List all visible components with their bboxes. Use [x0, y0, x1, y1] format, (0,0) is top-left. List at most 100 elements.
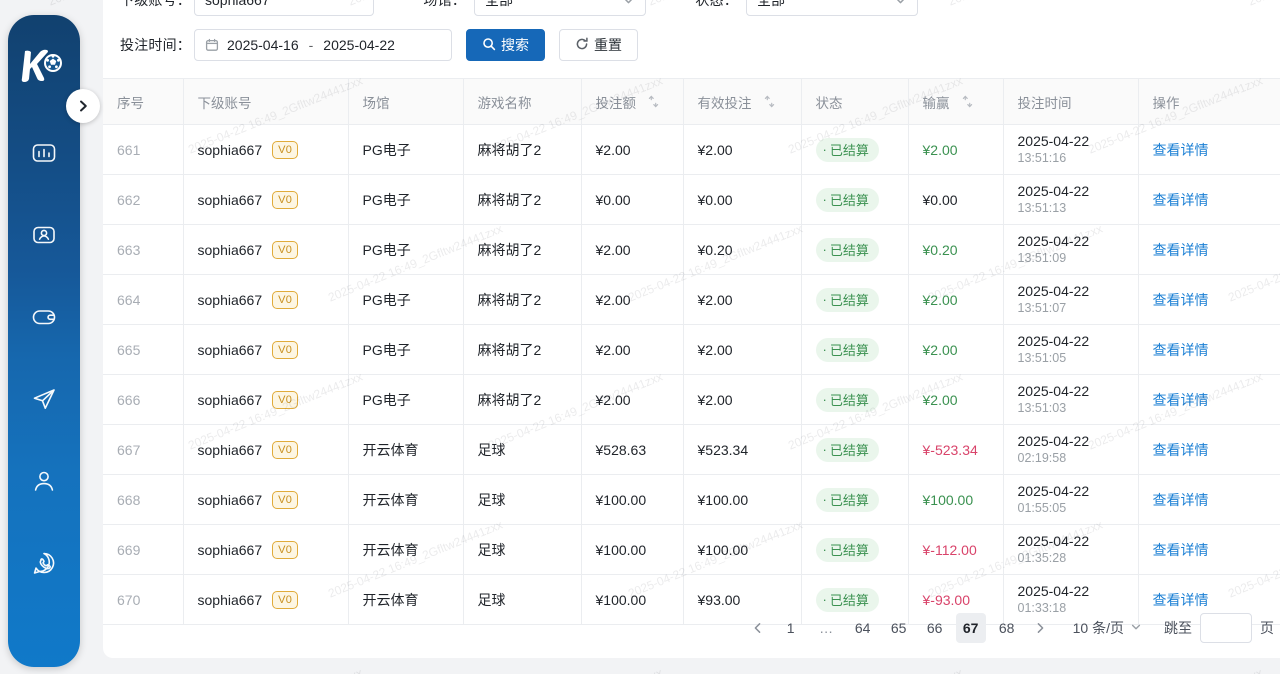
bet-clock: 02:19:58	[1017, 451, 1067, 465]
view-detail-link[interactable]: 查看详情	[1152, 591, 1209, 608]
account-name: sophia667	[197, 141, 263, 158]
status-badge: · 已结算	[815, 287, 879, 312]
col-header-valid-bet[interactable]: 有效投注	[683, 78, 802, 125]
vip-level-badge: V0	[272, 240, 299, 259]
view-detail-link[interactable]: 查看详情	[1152, 241, 1209, 258]
sort-toggle-icon[interactable]	[962, 95, 973, 108]
pagination-page-65[interactable]: 65	[890, 620, 907, 636]
view-detail-link[interactable]: 查看详情	[1152, 441, 1209, 458]
pagination-page-68[interactable]: 68	[998, 620, 1015, 636]
bet-amount: ¥100.00	[595, 591, 647, 608]
cell-action: 查看详情	[1138, 474, 1280, 525]
pagination-page-67[interactable]: 67	[955, 613, 986, 643]
status-dot-icon: ·	[822, 292, 827, 307]
pagination-page-66[interactable]: 66	[926, 620, 943, 636]
vip-level-badge: V0	[272, 390, 299, 409]
view-detail-link[interactable]: 查看详情	[1152, 191, 1209, 208]
view-detail-link[interactable]: 查看详情	[1152, 541, 1209, 558]
pagination: 1 … 64 65 66 67 68 10 条/页 跳至 页	[743, 612, 1280, 644]
pagination-prev-button[interactable]	[746, 613, 770, 643]
cell-bet-amount: ¥2.00	[581, 224, 684, 275]
valid-bet-amount: ¥2.00	[697, 341, 733, 358]
sidebar-item-promote[interactable]	[24, 379, 64, 419]
account-input-box[interactable]	[194, 0, 374, 16]
cell-bet-amount: ¥2.00	[581, 374, 684, 425]
valid-bet-amount: ¥100.00	[697, 541, 749, 558]
status-badge: · 已结算	[815, 537, 879, 562]
sort-toggle-icon[interactable]	[648, 95, 659, 108]
winloss-amount: ¥2.00	[922, 291, 958, 308]
valid-bet-amount: ¥93.00	[697, 591, 741, 608]
sidebar-item-profile[interactable]	[24, 461, 64, 501]
row-index: 670	[117, 591, 141, 608]
reset-button[interactable]: 重置	[559, 29, 638, 61]
winloss-amount: ¥2.00	[922, 391, 958, 408]
venue-name: PG电子	[362, 191, 411, 208]
sidebar	[8, 15, 80, 667]
cell-status: · 已结算	[801, 474, 909, 525]
game-name: 麻将胡了2	[477, 241, 542, 258]
venue-select[interactable]: 全部	[474, 0, 646, 16]
cell-bet-time: 2025-04-22 13:51:13	[1003, 174, 1139, 225]
cell-bet-amount: ¥100.00	[581, 474, 684, 525]
col-header-action: 操作	[1138, 78, 1280, 125]
bet-clock: 01:33:18	[1017, 601, 1067, 615]
row-index: 667	[117, 441, 141, 458]
status-badge: · 已结算	[815, 237, 879, 262]
view-detail-link[interactable]: 查看详情	[1152, 141, 1209, 158]
cell-account: sophia667 V0	[183, 424, 349, 475]
status-label: 已结算	[829, 443, 869, 458]
col-label: 投注时间	[1017, 95, 1072, 111]
bet-date: 2025-04-22	[1017, 483, 1090, 499]
cell-account: sophia667 V0	[183, 374, 349, 425]
col-header-winloss[interactable]: 输赢	[908, 78, 1004, 125]
col-header-game: 游戏名称	[463, 78, 582, 125]
status-label: 已结算	[829, 193, 869, 208]
view-detail-link[interactable]: 查看详情	[1152, 341, 1209, 358]
chevron-right-icon	[1037, 623, 1043, 633]
account-input[interactable]	[205, 0, 363, 8]
sort-toggle-icon[interactable]	[764, 95, 775, 108]
view-detail-link[interactable]: 查看详情	[1152, 491, 1209, 508]
sidebar-item-members[interactable]	[24, 215, 64, 255]
bet-time-range-picker[interactable]: 2025-04-16 - 2025-04-22	[194, 29, 452, 61]
cell-bet-amount: ¥528.63	[581, 424, 684, 475]
cell-bet-time: 2025-04-22 01:33:18	[1003, 574, 1139, 625]
status-label: 已结算	[829, 593, 869, 608]
status-label: 已结算	[829, 293, 869, 308]
pagination-next-button[interactable]	[1028, 613, 1052, 643]
status-badge: · 已结算	[815, 587, 879, 612]
status-label: 已结算	[829, 493, 869, 508]
cell-winloss: ¥-523.34	[908, 424, 1004, 475]
winloss-amount: ¥0.00	[922, 191, 958, 208]
col-header-status: 状态	[801, 78, 909, 125]
table-header: 序号 下级账号 场馆 游戏名称 投注额 有效投注 状态 输赢 投注时间 操作	[103, 78, 1280, 125]
brand-logo[interactable]	[18, 43, 70, 87]
game-name: 麻将胡了2	[477, 341, 542, 358]
valid-bet-amount: ¥523.34	[697, 441, 749, 458]
cell-index: 663	[103, 224, 184, 275]
cell-status: · 已结算	[801, 174, 909, 225]
pagination-page-1[interactable]: 1	[786, 620, 795, 636]
page-jump-input[interactable]	[1200, 613, 1252, 643]
bet-amount: ¥2.00	[595, 241, 631, 258]
view-detail-link[interactable]: 查看详情	[1152, 391, 1209, 408]
bet-clock: 01:55:05	[1017, 501, 1067, 515]
account-name: sophia667	[197, 591, 263, 608]
vip-level-badge: V0	[272, 290, 299, 309]
sidebar-item-support[interactable]	[24, 543, 64, 583]
col-label: 下级账号	[197, 95, 252, 111]
account-name: sophia667	[197, 241, 263, 258]
view-detail-link[interactable]: 查看详情	[1152, 291, 1209, 308]
game-name: 麻将胡了2	[477, 391, 542, 408]
status-select[interactable]: 全部	[746, 0, 918, 16]
venue-filter-label: 场馆：	[423, 0, 466, 8]
col-header-bet[interactable]: 投注额	[581, 78, 684, 125]
page-size-select[interactable]: 10 条/页	[1073, 618, 1142, 638]
cell-action: 查看详情	[1138, 124, 1280, 175]
sidebar-item-wallet[interactable]	[24, 297, 64, 337]
sidebar-toggle-button[interactable]	[66, 89, 100, 123]
sidebar-item-stats[interactable]	[24, 133, 64, 173]
search-button[interactable]: 搜索	[466, 29, 545, 61]
pagination-page-64[interactable]: 64	[854, 620, 871, 636]
